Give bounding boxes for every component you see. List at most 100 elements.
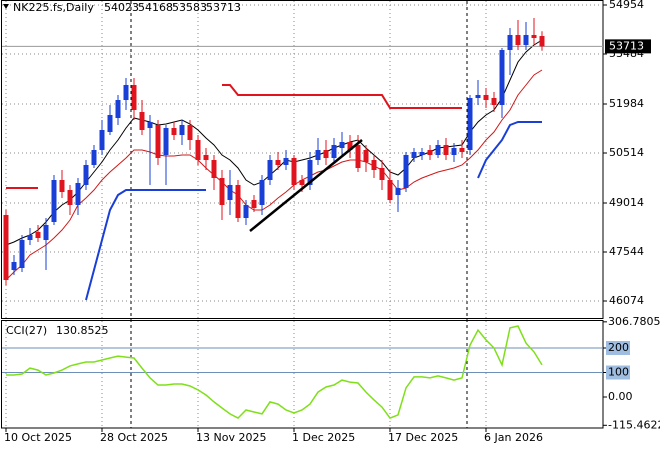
cci-y-tick-label: -115.4622 <box>608 418 660 431</box>
candle-body <box>171 128 177 135</box>
indicator-line <box>477 121 542 179</box>
x-tick-label: 28 Oct 2025 <box>100 431 168 444</box>
y-tick-label: 50514 <box>609 146 644 159</box>
symbol-label: NK225.fs,Daily <box>13 1 94 14</box>
indicator-line <box>222 84 462 109</box>
candle-body <box>411 152 417 158</box>
candle-body <box>27 235 33 240</box>
candle-body <box>355 145 361 168</box>
candle-body <box>11 262 17 270</box>
candle-body <box>187 125 193 140</box>
candle-body <box>83 165 89 185</box>
x-tick-label: 6 Jan 2026 <box>484 431 543 444</box>
candle-body <box>131 85 137 110</box>
candle-body <box>443 145 449 155</box>
candle-body <box>123 85 129 100</box>
cci-level-box <box>606 341 630 356</box>
candle-body <box>283 158 289 165</box>
indicator-lines <box>2 39 603 301</box>
y-tick-label: 47544 <box>609 245 644 258</box>
candle-body <box>299 180 305 185</box>
candle-body <box>323 150 329 158</box>
candle-body <box>267 160 273 180</box>
cci-y-tick-label: 100 <box>608 366 629 379</box>
candle-body <box>163 128 169 155</box>
candle-body <box>91 150 97 165</box>
indicator-line <box>85 189 206 301</box>
header-icon <box>3 4 9 9</box>
y-tick-label: 54954 <box>609 0 644 11</box>
trend-line <box>249 139 363 232</box>
candle-body <box>259 180 265 205</box>
candle-body <box>387 180 393 200</box>
candle-body <box>155 125 161 158</box>
candle-body <box>115 100 121 118</box>
candle-body <box>19 240 25 268</box>
candle-body <box>427 150 433 155</box>
y-tick-label: 51984 <box>609 97 644 110</box>
candle-body <box>195 140 201 160</box>
indicator-line <box>5 69 543 281</box>
candle-body <box>531 35 537 38</box>
candle-body <box>403 155 409 188</box>
candle-body <box>235 185 241 218</box>
candle-body <box>211 160 217 178</box>
candle-body <box>483 95 489 100</box>
x-tick-label: 13 Nov 2025 <box>196 431 266 444</box>
candle-body <box>523 35 529 45</box>
x-tick-label: 10 Oct 2025 <box>4 431 72 444</box>
candle-body <box>499 50 505 105</box>
candle-body <box>371 160 377 170</box>
candle-body <box>219 178 225 205</box>
candle-body <box>435 145 441 155</box>
candle-body <box>451 148 457 155</box>
candle-body <box>539 36 545 47</box>
candle-body <box>275 160 281 165</box>
candle-body <box>291 158 297 185</box>
cci-y-tick-label: 0.00 <box>608 390 633 403</box>
indicator-line <box>5 39 543 246</box>
main-panel-frame <box>1 0 604 319</box>
last-price-label: 53713 <box>609 39 644 52</box>
candle-body <box>419 152 425 155</box>
candle-body <box>43 225 49 240</box>
candle-body <box>227 185 233 200</box>
candle-body <box>507 35 513 50</box>
candle-body <box>467 98 473 150</box>
candle-body <box>491 98 497 105</box>
candle-body <box>99 130 105 150</box>
candle-body <box>67 190 73 205</box>
cci-line <box>6 325 543 420</box>
candle-body <box>395 188 401 195</box>
candle-body <box>35 232 41 238</box>
cci-value: 130.8525 <box>56 324 109 337</box>
cci-panel-frame <box>1 320 604 429</box>
low-label: 53583 <box>172 1 207 14</box>
high-label: 54168 <box>138 1 173 14</box>
cci-y-tick-label: 306.7805 <box>608 315 660 328</box>
candle-body <box>315 150 321 160</box>
cci-title: CCI(27) <box>6 324 47 337</box>
cci-y-tick-label: 200 <box>608 341 629 354</box>
candle-body <box>379 168 385 180</box>
candle-body <box>363 150 369 162</box>
y-tick-label: 49014 <box>609 196 644 209</box>
y-tick-label: 46074 <box>609 294 644 307</box>
candles <box>3 18 545 285</box>
candle-body <box>3 215 9 280</box>
candle-body <box>59 180 65 192</box>
candle-body <box>147 122 153 128</box>
candle-body <box>139 112 145 130</box>
candle-body <box>251 200 257 208</box>
cci-panel <box>2 325 603 420</box>
open-label: 54023 <box>104 1 139 14</box>
candle-body <box>203 155 209 160</box>
candle-body <box>75 183 81 205</box>
candle-body <box>179 125 185 135</box>
candle-body <box>107 115 113 132</box>
candle-body <box>331 145 337 158</box>
